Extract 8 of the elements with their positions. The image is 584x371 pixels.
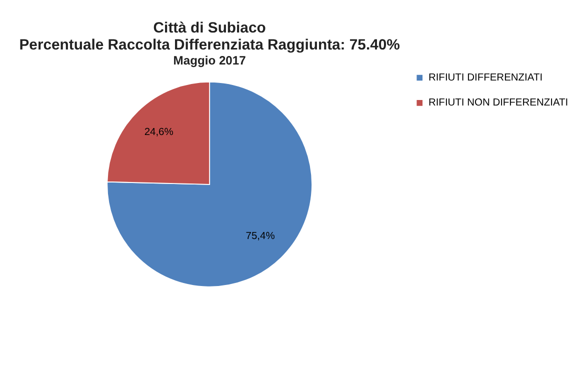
chart-subtitle: Percentuale Raccolta Differenziata Raggiunta: 75.40% — [19, 37, 400, 54]
data-label: 75,4% — [246, 231, 275, 242]
data-label: 24,6% — [144, 127, 174, 138]
pie-slice — [106, 82, 312, 288]
legend-label: RIFIUTI DIFFERENZIATI — [428, 72, 543, 84]
chart-title: Città di Subiaco — [153, 20, 266, 37]
legend-label: RIFIUTI NON DIFFERENZIATI — [428, 98, 568, 109]
text: Maggio 2017 — [173, 53, 246, 68]
